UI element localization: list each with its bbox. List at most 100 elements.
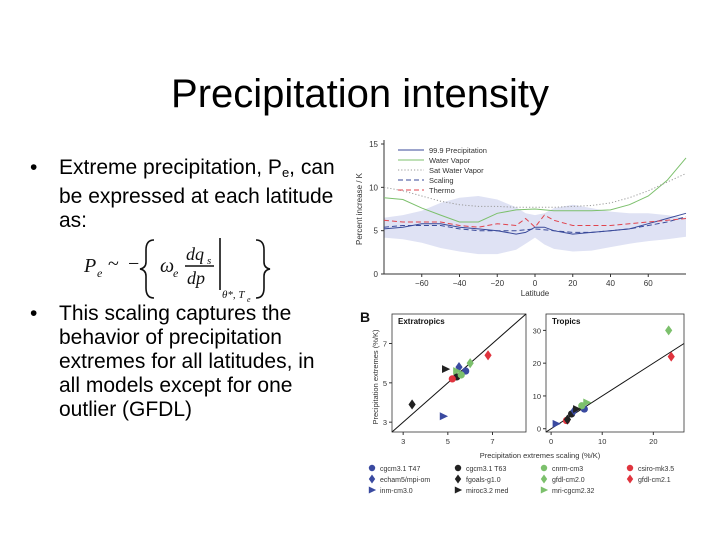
legend-marker <box>368 464 376 472</box>
series-line-sat-water-vapor <box>383 173 687 208</box>
eq-dq-sub: s <box>207 255 211 267</box>
extratropics-point <box>457 371 465 379</box>
eq-dq: dq <box>186 244 204 264</box>
extratropics-point <box>408 399 416 410</box>
eq-lhs: P <box>83 255 96 277</box>
uncertainty-band <box>384 196 686 255</box>
panel-a-x-label: Latitude <box>521 289 550 298</box>
legend-marker <box>540 486 549 494</box>
bullet-1-post: , can be expressed at each latitude as: <box>59 156 335 232</box>
panel-b-x-label: Precipitation extremes scaling (%/K) <box>480 451 601 460</box>
eq-brace-left <box>139 239 155 299</box>
panel-a-xtick-label: 40 <box>606 279 615 288</box>
legend-marker <box>540 464 548 472</box>
panel-a-xtick-label: 20 <box>568 279 577 288</box>
legend-model-label: cnrm-cm3 <box>552 466 583 473</box>
legend-model-label: miroc3.2 med <box>466 488 509 495</box>
legend-model-label: fgoals-g1.0 <box>466 477 501 484</box>
panel-a-ytick-label: 10 <box>369 183 378 192</box>
legend-marker <box>368 486 377 494</box>
panel-a-ytick-label: 15 <box>369 140 378 149</box>
extratropics-point <box>455 362 463 373</box>
legend-model-label: mri-cgcm2.32 <box>552 488 595 495</box>
eq-omega-sub: e <box>173 266 179 280</box>
tropics-ytick-label: 30 <box>533 326 541 335</box>
eq-brace-right <box>255 239 271 299</box>
extratropics-point <box>453 367 462 375</box>
extratropics-ytick-label: 3 <box>383 418 387 427</box>
extratropics-ytick-label: 5 <box>383 379 387 388</box>
tropics-ytick-label: 0 <box>537 425 541 434</box>
bullet-1-text: Extreme precipitation, Pe, can be expres… <box>59 156 339 233</box>
legend-marker <box>454 474 462 484</box>
extratropics-xtick-label: 5 <box>446 437 450 446</box>
extratropics-point <box>466 358 474 369</box>
legend-model-label: inm-cm3.0 <box>380 488 413 495</box>
tropics-point <box>563 414 572 425</box>
legend-marker <box>368 474 376 484</box>
extratropics-point <box>448 375 456 383</box>
panel-a-xtick-label: −60 <box>415 279 429 288</box>
bullet-2-text: This scaling captures the behavior of pr… <box>59 302 315 421</box>
eq-dp: dp <box>187 268 205 288</box>
tropics-point <box>552 419 561 428</box>
legend-model-label: echam5/mpi-om <box>380 477 430 484</box>
tropics-xtick-label: 10 <box>598 437 606 446</box>
legend-entry: Water Vapor <box>429 156 471 165</box>
legend-model-label: gfdl-cm2.0 <box>552 477 585 484</box>
legend-marker <box>454 464 462 472</box>
legend-marker <box>626 464 634 472</box>
panel-a-y-label: Percent increase / K <box>355 172 364 245</box>
scaling-equation: P e ~ − ω e dq s dp θ*, T e <box>83 238 271 304</box>
eq-omega: ω <box>160 255 174 277</box>
panel-a-ytick-label: 5 <box>374 227 379 236</box>
eq-eval: θ*, T <box>222 289 245 301</box>
extratropics-ytick-label: 7 <box>383 340 387 349</box>
tropics-ytick-label: 10 <box>533 392 541 401</box>
legend-model-label: gfdl-cm2.1 <box>638 477 671 484</box>
extratropics-frame <box>391 313 527 433</box>
series-line-99-9-precipitation <box>383 212 687 235</box>
tropics-point <box>667 351 675 362</box>
panel-a-xtick-label: −20 <box>490 279 504 288</box>
tropics-point <box>583 398 592 407</box>
legend-marker <box>626 474 634 484</box>
extratropics-xtick-label: 7 <box>490 437 494 446</box>
extratropics-point <box>439 412 449 421</box>
slide-title: Precipitation intensity <box>171 72 549 116</box>
bullet-dot: • <box>30 302 38 325</box>
series-line-water-vapor <box>383 157 687 223</box>
eq-eval-sub: e <box>247 295 251 304</box>
bullet-1-pre: Extreme precipitation, P <box>59 156 282 179</box>
tropics-ytick-label: 20 <box>533 359 541 368</box>
legend-entry: 99.9 Precipitation <box>429 146 487 155</box>
tropics-xtick-label: 20 <box>649 437 657 446</box>
bullet-1-subscript: e <box>281 165 290 180</box>
panel-a-xtick-label: −40 <box>453 279 467 288</box>
panel-a-ytick-label: 0 <box>374 270 379 279</box>
panel-b-y-label: Precipitation extremes (%/K) <box>371 329 380 425</box>
panel-a-xtick-label: 0 <box>533 279 538 288</box>
series-line-scaling <box>383 216 687 233</box>
legend-model-label: cgcm3.1 T47 <box>380 466 420 473</box>
panel-b-label: B <box>360 309 370 325</box>
panel-a-xtick-label: 60 <box>644 279 653 288</box>
legend-entry: Sat Water Vapor <box>429 166 484 175</box>
tropics-xtick-label: 0 <box>549 437 553 446</box>
tropics-point <box>665 325 673 336</box>
series-line-thermo <box>383 214 687 228</box>
extratropics-point <box>442 365 451 374</box>
legend-model-label: csiro-mk3.5 <box>638 466 674 473</box>
legend-entry: Thermo <box>429 186 455 195</box>
figure-latitude-and-scatter: 0 5 10 15 −60 −40 −20 0 20 40 60 Latitude Percent in… <box>355 140 687 495</box>
legend-model-label: cgcm3.1 T63 <box>466 466 506 473</box>
legend-entry: Scaling <box>429 176 454 185</box>
legend-marker <box>454 486 463 494</box>
bullet-dot: • <box>30 156 38 179</box>
eq-lhs-sub: e <box>97 266 103 280</box>
extratropics-xtick-label: 3 <box>401 437 405 446</box>
tropics-title: Tropics <box>552 317 581 326</box>
eq-sim: ~ <box>108 253 119 275</box>
extratropics-title: Extratropics <box>398 317 445 326</box>
